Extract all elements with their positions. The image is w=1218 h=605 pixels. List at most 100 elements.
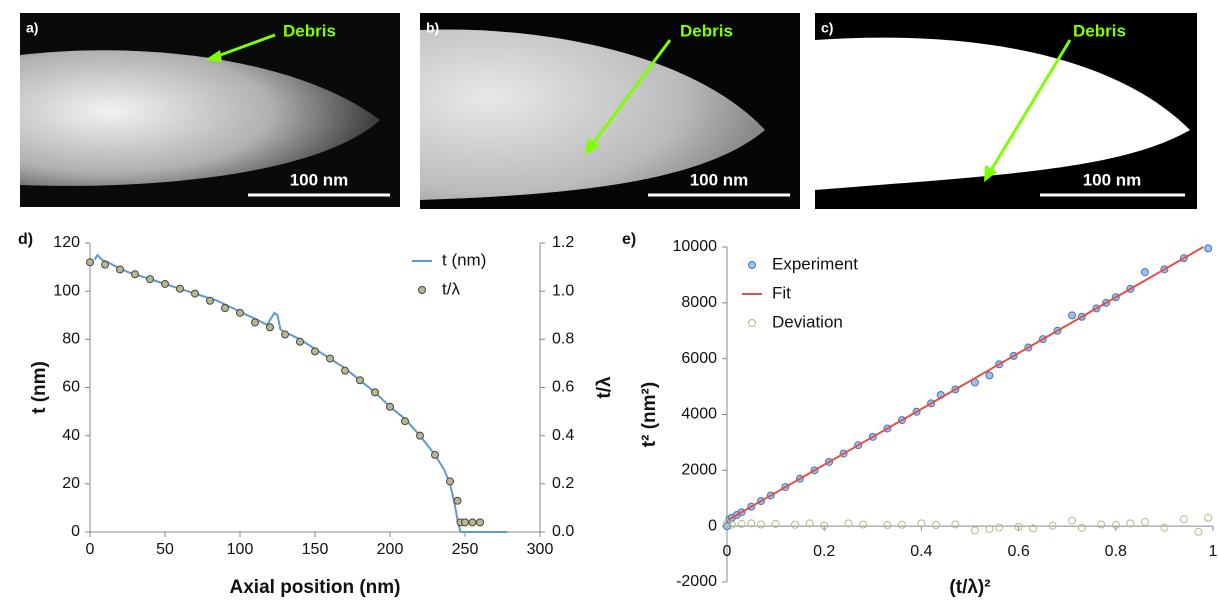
y2-tick-label: 1.0 (552, 282, 574, 299)
data-point (251, 318, 259, 327)
data-point (281, 330, 289, 339)
data-point (341, 366, 349, 375)
data-point (1204, 513, 1213, 522)
y-tick-label: 10000 (673, 238, 718, 255)
y-tick-label: 80 (62, 331, 80, 348)
data-point (1204, 244, 1213, 253)
data-point (1097, 520, 1106, 529)
data-point (1126, 519, 1135, 528)
x-axis-label: (t/λ)² (949, 577, 990, 598)
x-tick-label: 0.6 (1007, 543, 1029, 560)
data-point (897, 520, 906, 529)
data-point (805, 519, 814, 528)
data-point (1140, 268, 1149, 277)
data-point (401, 417, 409, 426)
debris-label: Debris (680, 21, 733, 40)
data-point (161, 279, 169, 288)
data-point (995, 523, 1004, 532)
x-tick-label: 200 (377, 541, 404, 558)
data-point (727, 520, 736, 529)
legend-swatch (748, 261, 756, 269)
data-point (791, 520, 800, 529)
scale-bar-label: 100 nm (290, 170, 349, 189)
y-tick-label: 4000 (681, 406, 717, 423)
x-tick-label: 250 (452, 541, 479, 558)
data-point (1068, 516, 1077, 525)
data-point (461, 518, 469, 527)
y-tick-label: 100 (53, 282, 80, 299)
data-point (771, 519, 780, 528)
y-tick-label: 20 (62, 475, 80, 492)
data-point (1068, 311, 1077, 320)
scale-bar-label: 100 nm (1083, 170, 1142, 189)
debris-label: Debris (283, 21, 336, 40)
data-point (146, 275, 154, 284)
y-tick-label: 60 (62, 379, 80, 396)
panel-label: d) (18, 231, 33, 248)
x-axis-label: Axial position (nm) (230, 577, 401, 598)
y-tick-label: 8000 (681, 294, 717, 311)
data-point (917, 519, 926, 528)
panel-label: a) (26, 20, 38, 36)
data-point (1048, 521, 1057, 530)
data-point (1077, 523, 1086, 532)
y-tick-label: 2000 (681, 462, 717, 479)
panel-label: c) (821, 20, 833, 36)
y-tick-label: 6000 (681, 350, 717, 367)
data-point (236, 308, 244, 317)
data-point (1179, 515, 1188, 524)
data-point (371, 388, 379, 397)
data-point (221, 304, 229, 313)
y-axis-label: t² (nm²) (639, 382, 660, 447)
x-tick-label: 100 (227, 541, 254, 558)
image-panel: c) Debris 100 nm (815, 13, 1197, 209)
data-point (1194, 527, 1203, 536)
data-point (985, 524, 994, 533)
y2-tick-label: 0.8 (552, 331, 574, 348)
legend-label: Fit (772, 283, 791, 302)
data-point (1014, 522, 1023, 531)
y-axis-label: t (nm) (29, 361, 50, 414)
y-tick-label: 120 (53, 234, 80, 251)
panel-label: b) (426, 20, 439, 36)
data-point (191, 289, 199, 298)
data-point (206, 296, 214, 305)
data-point (176, 284, 184, 293)
data-point (859, 520, 868, 529)
image-panel: b) Debris 100 nm (420, 13, 800, 209)
data-point (985, 371, 994, 380)
data-point (723, 519, 731, 528)
debris-label: Debris (1073, 21, 1126, 40)
data-point (296, 337, 304, 346)
y-tick-label: 0 (71, 523, 80, 540)
y2-tick-label: 0.6 (552, 379, 574, 396)
data-point (970, 526, 979, 535)
x-tick-label: 0.4 (910, 543, 932, 560)
legend-swatch (418, 286, 426, 294)
data-point (1111, 521, 1120, 530)
data-point (476, 518, 484, 527)
legend-label: t (nm) (442, 250, 486, 269)
data-point (116, 265, 124, 274)
y-tick-label: -2000 (676, 573, 717, 590)
data-point (757, 520, 766, 529)
data-point (131, 270, 139, 279)
data-point (883, 521, 892, 530)
data-point (446, 477, 454, 486)
x-tick-label: 150 (302, 541, 329, 558)
data-point (1160, 523, 1169, 532)
data-point (101, 260, 109, 269)
y2-tick-label: 1.2 (552, 234, 574, 251)
x-tick-label: 0 (86, 541, 95, 558)
legend-label: t/λ (442, 279, 460, 298)
x-tick-label: 0.2 (813, 543, 835, 560)
x-tick-label: 50 (156, 541, 174, 558)
data-point (386, 402, 394, 411)
panel-label: e) (622, 231, 636, 248)
data-point (844, 519, 853, 528)
data-point (1029, 524, 1038, 533)
x-tick-label: 1 (1209, 543, 1218, 560)
x-tick-label: 300 (527, 541, 554, 558)
data-point (737, 519, 746, 528)
